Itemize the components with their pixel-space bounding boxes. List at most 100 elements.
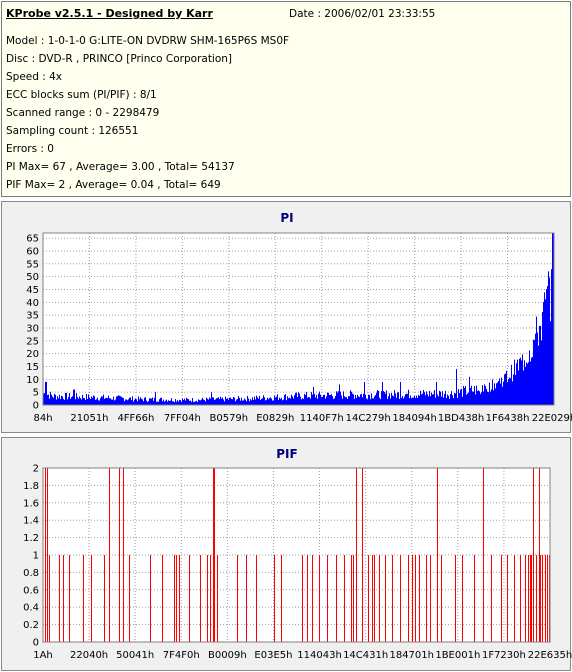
pif-x-tick-label: 1Ah <box>33 650 53 661</box>
pi-bar <box>251 400 252 405</box>
pi-bar <box>268 399 269 405</box>
pi-bar <box>432 394 433 405</box>
pi-bar <box>536 316 537 405</box>
pi-bar <box>409 398 410 405</box>
pi-bar <box>94 396 95 405</box>
pi-bar <box>433 394 434 405</box>
pi-bar <box>287 396 288 405</box>
pi-bar <box>262 398 263 405</box>
pi-bar <box>71 397 72 405</box>
pi-bar <box>474 386 475 405</box>
pi-bar <box>311 392 312 405</box>
pi-bar <box>404 396 405 405</box>
pi-bar <box>513 374 514 405</box>
pi-bar <box>321 396 322 405</box>
pi-bar <box>135 398 136 405</box>
pi-bar <box>116 396 117 405</box>
pi-bar <box>307 397 308 405</box>
pi-bar <box>249 401 250 405</box>
pi-bar <box>441 396 442 405</box>
pi-bar <box>110 398 111 405</box>
pi-bar <box>360 394 361 405</box>
pi-bar <box>269 398 270 405</box>
pi-bar <box>369 394 370 405</box>
pi-bar <box>90 399 91 405</box>
pi-bar <box>245 399 246 405</box>
pi-bar <box>221 398 222 405</box>
pi-bar <box>204 400 205 405</box>
pi-bar <box>250 399 251 405</box>
pi-bar <box>62 396 63 405</box>
pi-bar <box>533 339 534 405</box>
pi-bar <box>224 401 225 405</box>
pi-bar <box>451 391 452 405</box>
pi-bar <box>352 393 353 405</box>
pi-bar <box>497 382 498 405</box>
pi-bar <box>383 391 384 405</box>
pi-bar <box>161 397 162 405</box>
pif-y-tick-label: 0.4 <box>23 603 39 614</box>
pi-bar <box>206 397 207 405</box>
pi-bar <box>434 389 435 405</box>
pi-bar <box>551 269 552 405</box>
pi-y-tick-label: 0 <box>33 401 39 412</box>
pi-bar <box>535 333 536 405</box>
pi-bar <box>93 395 94 405</box>
pi-bar <box>265 400 266 405</box>
pi-bar <box>228 399 229 405</box>
pi-bar <box>454 393 455 405</box>
pi-bar <box>50 391 51 405</box>
pi-bar <box>446 397 447 405</box>
pi-bar <box>538 345 539 405</box>
pif-stats-line: PIF Max= 2 , Average= 0.04 , Total= 649 <box>6 179 221 191</box>
pi-bar <box>478 390 479 405</box>
pi-chart-panel: PI 0 5 10 15 20 25 30 35 40 45 50 55 60 65 84h 21051h 4FF… <box>1 201 572 433</box>
pi-bar <box>101 396 102 405</box>
pi-bar <box>313 387 314 405</box>
pi-bar <box>223 399 224 405</box>
pi-bar <box>504 374 505 405</box>
pif-x-tick-label: 22E635h <box>528 650 572 661</box>
pi-bar <box>328 393 329 405</box>
pi-bar <box>385 393 386 405</box>
pi-bar <box>136 399 137 405</box>
pi-bar <box>176 401 177 405</box>
pi-bar <box>254 396 255 405</box>
pi-bar <box>231 398 232 405</box>
pi-bar <box>244 398 245 405</box>
pi-bar <box>338 391 339 405</box>
pi-bar <box>509 377 510 405</box>
pi-bar <box>479 391 480 405</box>
pi-bar <box>303 398 304 405</box>
pi-bar <box>483 391 484 405</box>
pi-bar <box>429 390 430 405</box>
pi-bar <box>77 397 78 405</box>
pi-bar <box>285 394 286 405</box>
pi-bar <box>85 400 86 405</box>
pi-bar <box>391 393 392 405</box>
pi-bar <box>193 401 194 405</box>
pi-bar <box>486 388 487 405</box>
pi-bar <box>405 394 406 405</box>
pi-bar <box>275 397 276 405</box>
pi-bar <box>229 397 230 405</box>
pi-bar <box>420 390 421 405</box>
pi-bar <box>107 398 108 405</box>
pi-bar <box>317 398 318 405</box>
pi-bar <box>143 401 144 405</box>
pi-bar <box>128 399 129 405</box>
pi-bar <box>227 398 228 405</box>
pi-bar <box>201 399 202 405</box>
pi-bar <box>258 398 259 405</box>
pi-bar <box>397 392 398 405</box>
pi-bar <box>314 393 315 405</box>
pi-bar <box>316 394 317 405</box>
pi-bar <box>246 401 247 405</box>
pi-bar <box>188 399 189 405</box>
pif-x-tick-label: B0009h <box>208 650 247 661</box>
pi-bar <box>293 398 294 405</box>
pi-bar <box>156 401 157 405</box>
pi-bar <box>427 394 428 405</box>
pi-bar <box>274 395 275 405</box>
